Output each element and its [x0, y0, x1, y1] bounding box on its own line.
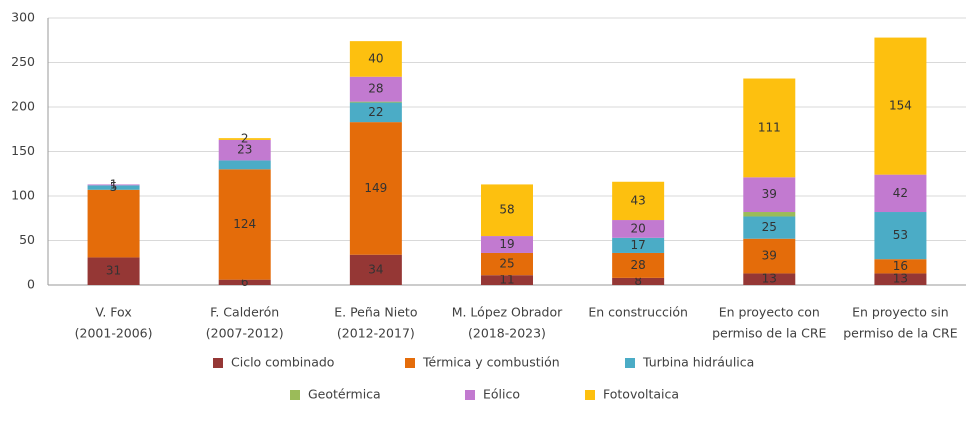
- data-label: 16: [893, 259, 908, 273]
- legend-label: Turbina hidráulica: [642, 355, 754, 370]
- data-label: 1: [110, 177, 118, 191]
- bar-segment: [874, 174, 927, 213]
- legend-swatch: [213, 358, 223, 368]
- data-label: 20: [631, 221, 646, 235]
- y-tick-label: 200: [11, 99, 35, 114]
- bar-segment: [481, 252, 533, 276]
- data-label: 154: [889, 99, 912, 113]
- data-label: 25: [499, 257, 514, 271]
- bar-segment: [218, 138, 271, 140]
- bar-segment: [874, 273, 927, 285]
- data-label: 2: [241, 132, 249, 146]
- y-tick-label: 150: [11, 143, 35, 158]
- bar-segment: [612, 181, 665, 221]
- x-tick-label: M. López Obrador: [452, 305, 563, 320]
- bar-segment: [743, 78, 796, 178]
- legend-label: Térmica y combustión: [422, 355, 560, 370]
- bar-segment: [612, 237, 665, 253]
- data-label: 42: [893, 186, 908, 200]
- data-label: 28: [631, 258, 646, 272]
- y-tick-label: 100: [11, 188, 35, 203]
- bar-segment: [349, 102, 402, 123]
- legend-swatch: [625, 358, 635, 368]
- bar-segment: [87, 257, 140, 285]
- data-label: 8: [634, 274, 642, 288]
- x-tick-label: V. Fox: [95, 305, 131, 320]
- x-tick-label: F. Calderón: [210, 305, 279, 320]
- bar-segment: [481, 275, 533, 285]
- bar-segment: [481, 236, 533, 253]
- data-label: 23: [237, 143, 252, 157]
- data-label: 5: [110, 180, 118, 194]
- bar-segment: [218, 139, 271, 161]
- bar-segment: [743, 212, 796, 217]
- bar-segment: [481, 184, 533, 237]
- bar-segment: [349, 254, 402, 285]
- legend-label: Geotérmica: [308, 387, 381, 402]
- x-tick-label: En proyecto con: [719, 305, 820, 320]
- bar-segment: [743, 238, 796, 274]
- bar-segment: [218, 169, 271, 280]
- x-tick-label: (2018-2023): [468, 326, 546, 341]
- data-label: 124: [233, 217, 256, 231]
- x-tick-label: (2007-2012): [206, 326, 284, 341]
- legend-swatch: [585, 390, 595, 400]
- x-tick-label: (2012-2017): [337, 326, 415, 341]
- legend-swatch: [405, 358, 415, 368]
- data-label: 111: [758, 120, 781, 134]
- x-tick-label: En proyecto sin: [852, 305, 949, 320]
- y-tick-label: 50: [19, 232, 35, 247]
- data-label: 17: [631, 238, 646, 252]
- data-label: 31: [106, 264, 121, 278]
- bar-segment: [612, 220, 665, 238]
- bar-segment: [87, 189, 140, 258]
- bar-segment: [743, 216, 796, 239]
- data-label: 34: [368, 262, 383, 276]
- bar-segment: [87, 185, 140, 190]
- bar-segment: [349, 101, 402, 103]
- legend-swatch: [290, 390, 300, 400]
- x-tick-label: permiso de la CRE: [712, 326, 826, 341]
- y-tick-label: 0: [27, 277, 35, 292]
- data-label: 149: [364, 181, 387, 195]
- bar-segment: [612, 277, 665, 285]
- bar-segment: [612, 252, 665, 278]
- y-tick-label: 300: [11, 10, 35, 25]
- bar-segment: [349, 76, 402, 102]
- data-label: 28: [368, 82, 383, 96]
- bar-segment: [874, 212, 927, 260]
- legend-swatch: [465, 390, 475, 400]
- x-tick-label: permiso de la CRE: [843, 326, 957, 341]
- legend-label: Eólico: [483, 387, 520, 402]
- bar-segment: [218, 160, 271, 170]
- bar-segment: [743, 273, 796, 285]
- data-label: 43: [631, 193, 646, 207]
- data-label: 39: [762, 249, 777, 263]
- data-label: 40: [368, 51, 383, 65]
- data-label: 13: [762, 272, 777, 286]
- bar-segment: [743, 177, 796, 213]
- bar-segment: [874, 37, 927, 175]
- bar-segment: [87, 184, 140, 186]
- data-label: 53: [893, 228, 908, 242]
- bar-segment: [874, 259, 927, 274]
- bar-segment: [218, 279, 271, 285]
- y-tick-label: 250: [11, 54, 35, 69]
- legend-label: Ciclo combinado: [231, 355, 334, 370]
- data-label: 6: [241, 275, 249, 289]
- x-tick-label: En construcción: [588, 305, 688, 320]
- x-tick-label: E. Peña Nieto: [334, 305, 417, 320]
- data-label: 11: [499, 273, 514, 287]
- data-label: 22: [368, 105, 383, 119]
- data-label: 13: [893, 272, 908, 286]
- x-tick-label: (2001-2006): [75, 326, 153, 341]
- data-label: 58: [499, 203, 514, 217]
- data-label: 39: [762, 187, 777, 201]
- legend-label: Fotovoltaica: [603, 387, 679, 402]
- data-label: 25: [762, 220, 777, 234]
- bar-segment: [349, 41, 402, 77]
- data-label: 19: [499, 237, 514, 251]
- bar-segment: [349, 122, 402, 255]
